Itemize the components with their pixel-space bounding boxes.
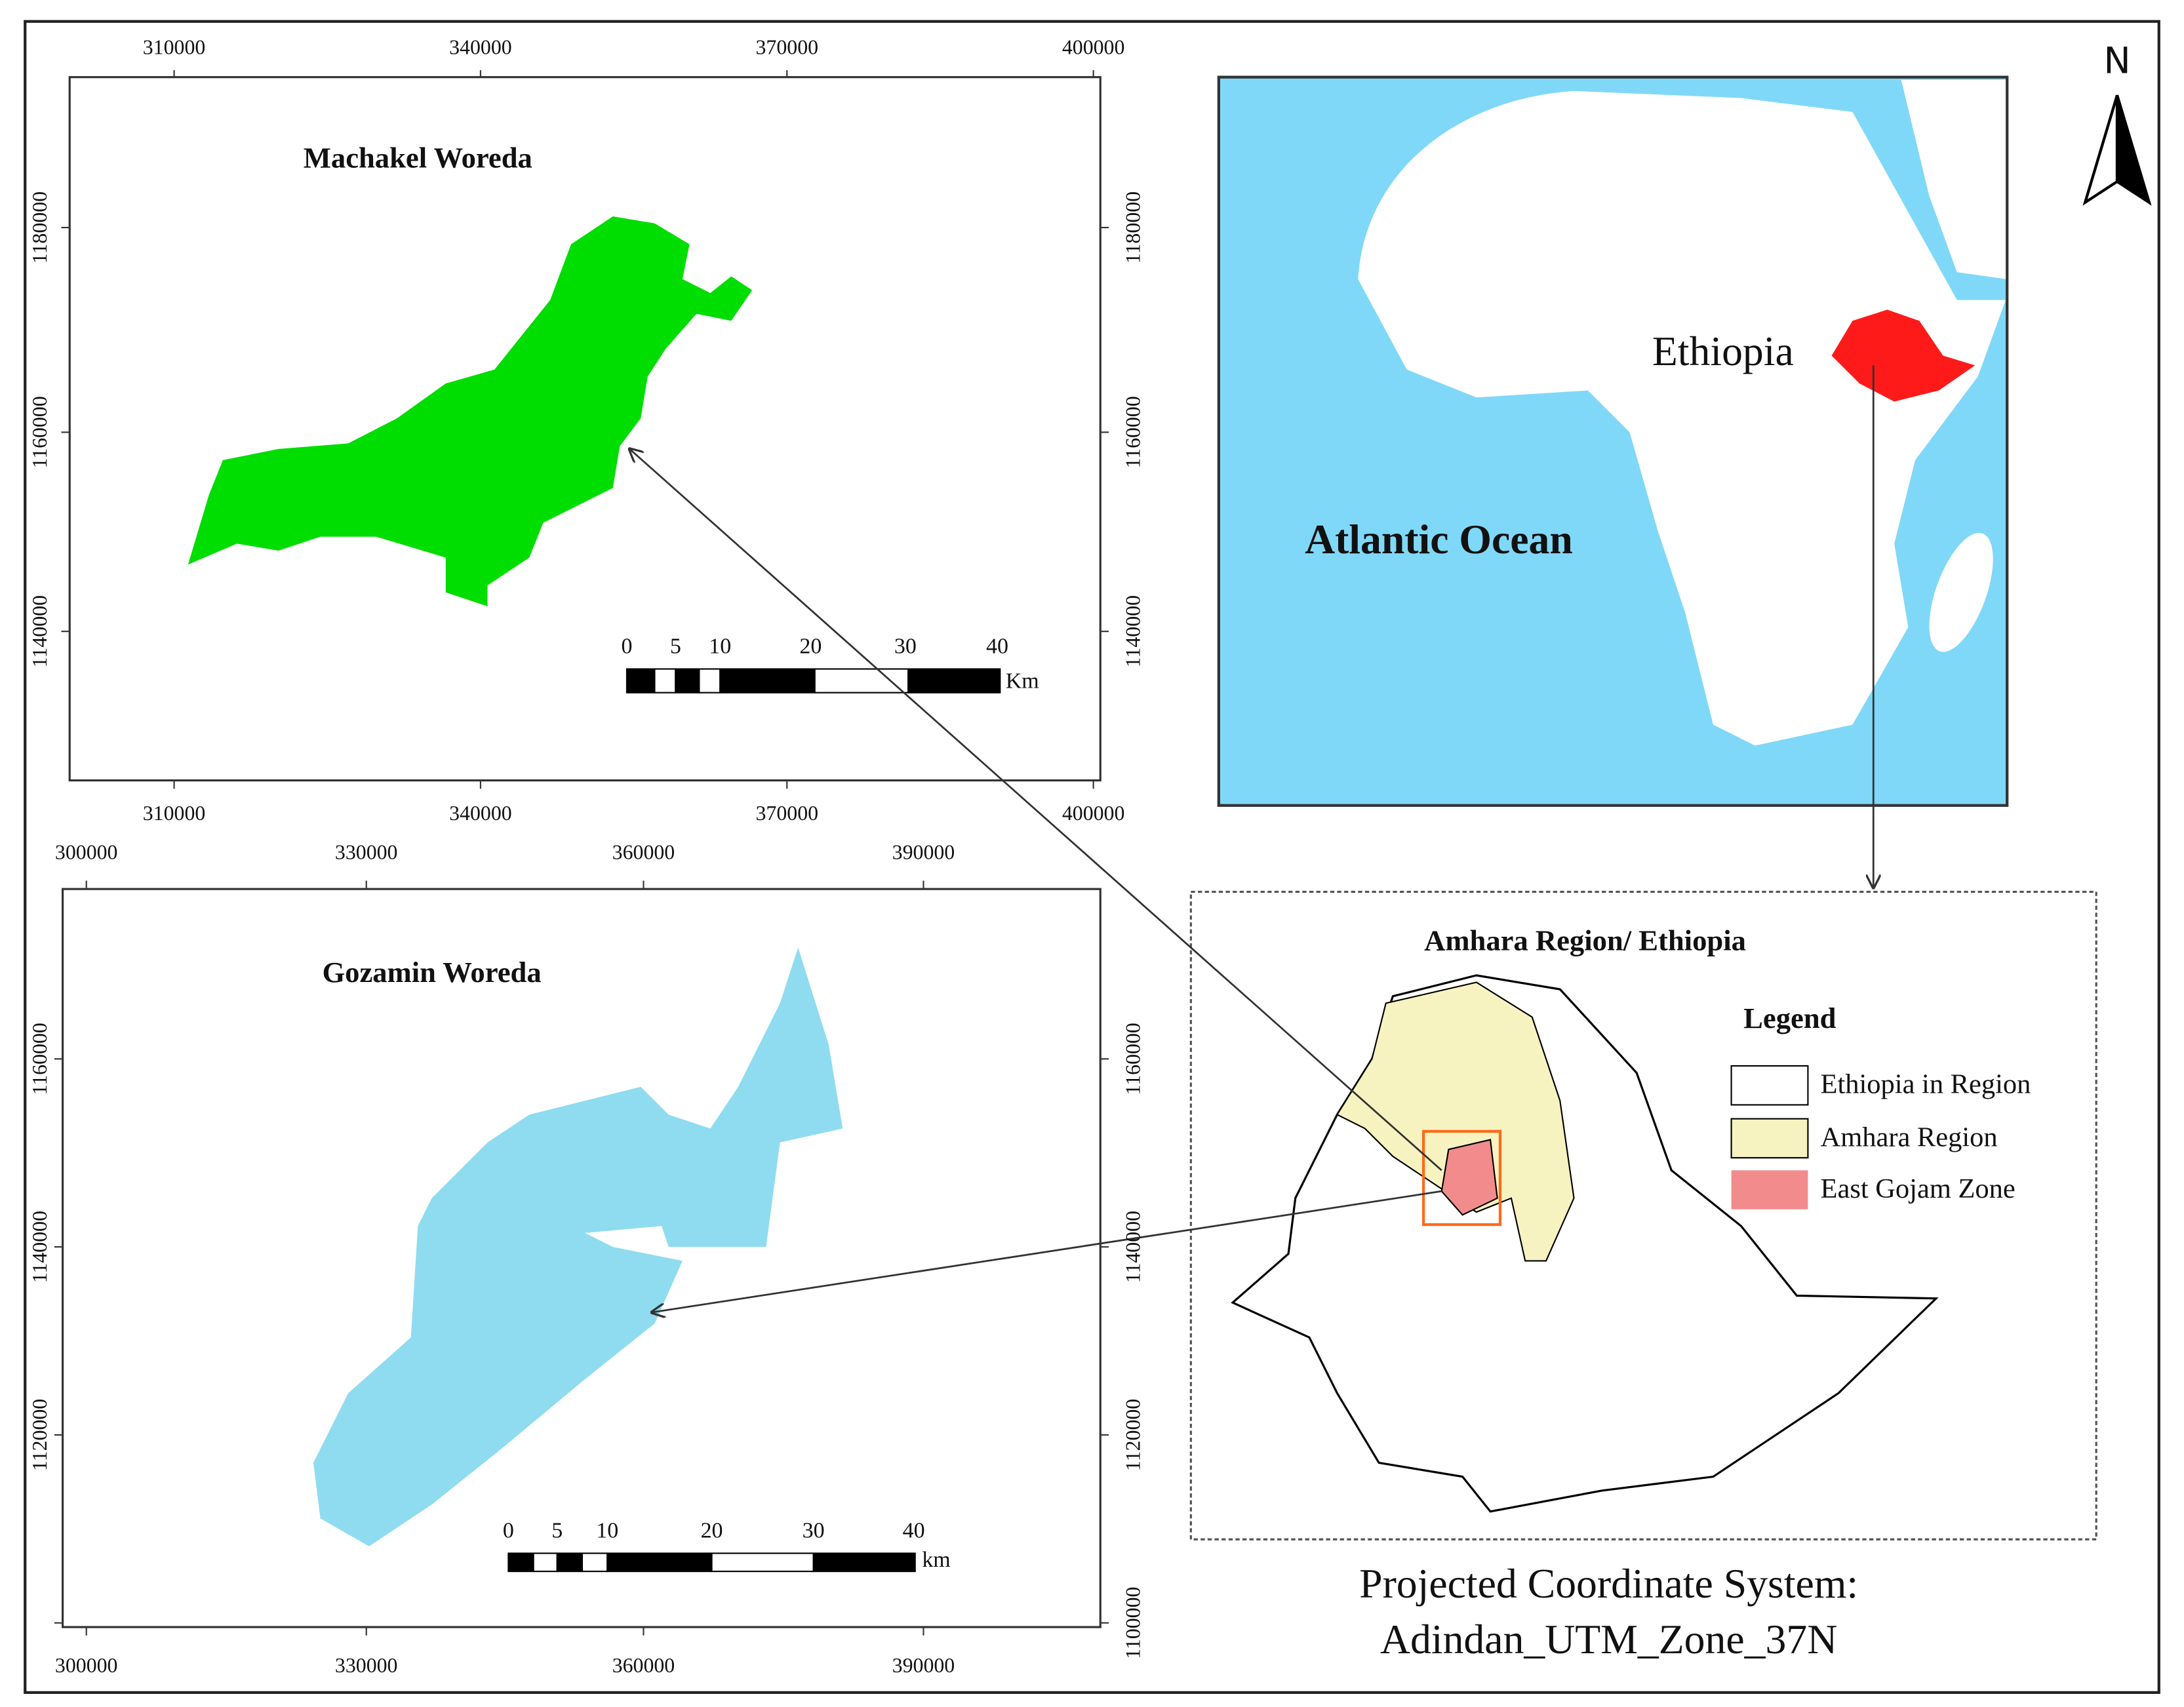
africa xyxy=(1358,90,2006,746)
x-coordinate-label: 370000 xyxy=(755,35,818,58)
scale-label: 20 xyxy=(799,634,822,658)
legend-title: Legend xyxy=(1743,1002,1836,1034)
y-coordinate-label: 1140000 xyxy=(28,595,51,667)
y-coordinate-label: 1160000 xyxy=(1122,396,1145,468)
legend-label: East Gojam Zone xyxy=(1821,1173,2015,1204)
amhara-title: Amhara Region/ Ethiopia xyxy=(1424,924,1746,956)
x-coordinate-label: 310000 xyxy=(143,35,206,58)
y-coordinate-label: 1100000 xyxy=(1122,1587,1145,1659)
scale-label: 30 xyxy=(894,634,917,658)
legend-swatch xyxy=(1730,1065,1809,1106)
x-coordinate-label: 360000 xyxy=(612,840,675,863)
scale-label: 10 xyxy=(596,1518,618,1542)
x-coordinate-label: 300000 xyxy=(55,840,118,863)
scale-label: 40 xyxy=(986,634,1008,658)
y-coordinate-label: 1180000 xyxy=(1122,191,1145,264)
gozamin-scale-bar xyxy=(507,1552,916,1573)
scale-label: 5 xyxy=(551,1518,563,1542)
legend-label: Ethiopia in Region xyxy=(1821,1069,2031,1100)
legend-swatch xyxy=(1730,1118,1809,1159)
x-coordinate-label: 370000 xyxy=(755,802,818,825)
ethiopia-label: Ethiopia xyxy=(1652,328,1794,374)
scale-label: 30 xyxy=(803,1518,825,1542)
x-coordinate-label: 340000 xyxy=(449,35,512,58)
x-coordinate-label: 400000 xyxy=(1062,802,1125,825)
gozamin-woreda xyxy=(313,947,843,1546)
scale-label: 0 xyxy=(503,1518,514,1542)
x-coordinate-label: 390000 xyxy=(892,1654,955,1677)
y-coordinate-label: 1120000 xyxy=(28,1399,51,1471)
legend-swatch xyxy=(1731,1170,1808,1209)
north-label: N xyxy=(2103,41,2130,83)
focus-box xyxy=(1421,1129,1502,1226)
projection-line: Adindan_UTM_Zone_37N xyxy=(1380,1616,1837,1662)
legend: Ethiopia in Region Amhara Region East Go… xyxy=(1730,1065,2031,1209)
x-coordinate-label: 330000 xyxy=(335,840,398,863)
y-coordinate-label: 1140000 xyxy=(1122,1211,1145,1283)
amhara-region xyxy=(1336,981,1575,1262)
projection-line: Projected Coordinate System: xyxy=(1359,1560,1858,1607)
x-coordinate-label: 390000 xyxy=(892,840,955,863)
y-coordinate-label: 1160000 xyxy=(28,396,51,468)
machakel-title: Machakel Woreda xyxy=(304,141,532,174)
machakel-scale-bar xyxy=(625,668,1001,694)
y-coordinate-label: 1120000 xyxy=(1122,1399,1145,1471)
scale-label: 20 xyxy=(701,1518,723,1542)
y-coordinate-label: 1160000 xyxy=(28,1023,51,1095)
x-coordinate-label: 400000 xyxy=(1062,35,1125,58)
scale-label: 0 xyxy=(621,634,632,658)
scale-unit: km xyxy=(922,1548,950,1572)
y-coordinate-label: 1180000 xyxy=(28,191,51,264)
ocean-label: Atlantic Ocean xyxy=(1305,516,1573,562)
ethiopia-locator xyxy=(1831,309,1976,402)
y-coordinate-label: 1140000 xyxy=(1122,595,1145,667)
connectors xyxy=(629,365,1873,1312)
madagascar xyxy=(1929,532,1993,652)
y-coordinate-label: 1160000 xyxy=(1122,1023,1145,1095)
east-gojam-zone xyxy=(1440,1139,1498,1216)
legend-label: Amhara Region xyxy=(1821,1122,1998,1152)
scale-unit: Km xyxy=(1006,669,1039,694)
gozamin-title: Gozamin Woreda xyxy=(322,956,541,989)
arabia xyxy=(1901,79,2006,279)
x-coordinate-label: 310000 xyxy=(143,802,206,825)
scale-label: 40 xyxy=(903,1518,925,1542)
scale-label: 5 xyxy=(670,634,681,658)
x-coordinate-label: 300000 xyxy=(55,1654,118,1677)
scale-label: 10 xyxy=(709,634,731,658)
machakel-woreda xyxy=(188,216,753,606)
x-coordinate-label: 330000 xyxy=(335,1654,398,1677)
x-coordinate-label: 360000 xyxy=(612,1654,675,1677)
north-arrow xyxy=(2082,94,2152,206)
y-coordinate-label: 1140000 xyxy=(28,1211,51,1283)
x-coordinate-label: 340000 xyxy=(449,802,512,825)
